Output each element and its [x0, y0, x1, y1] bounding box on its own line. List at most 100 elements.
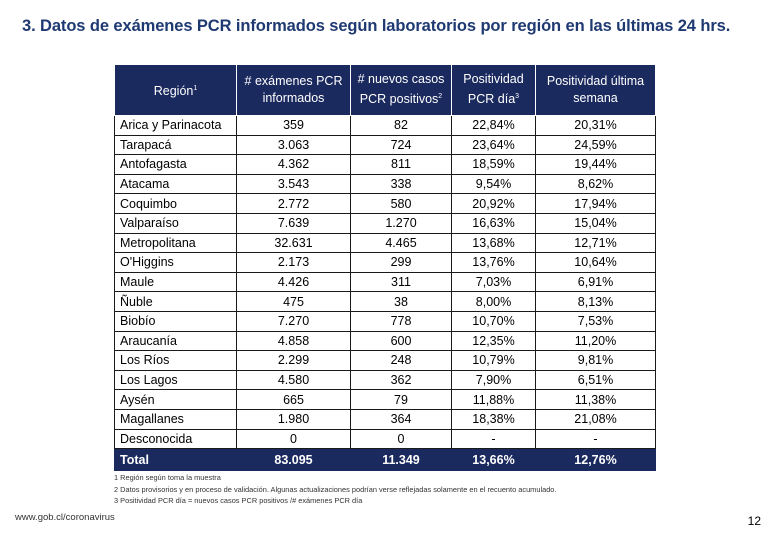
value-cell: 665 — [236, 389, 351, 410]
value-cell: 2.299 — [236, 350, 351, 371]
value-cell: 79 — [350, 389, 452, 410]
value-cell: 3.063 — [236, 134, 351, 156]
value-cell: 16,63% — [451, 212, 536, 234]
value-cell: 724 — [350, 134, 452, 156]
value-cell: 248 — [350, 350, 452, 371]
page-title: 3. Datos de exámenes PCR informados segú… — [22, 17, 731, 35]
value-cell: 0 — [350, 428, 452, 450]
region-cell: Atacama — [114, 173, 237, 195]
column-header-label: # nuevos casos PCR positivos — [357, 72, 445, 107]
region-cell: Aysén — [114, 389, 237, 410]
value-cell: 2.173 — [236, 252, 351, 273]
value-cell: 15,04% — [535, 212, 656, 234]
value-cell: 10,64% — [535, 252, 656, 273]
value-cell: 4.580 — [236, 369, 351, 391]
table-row: Biobío 7.270 778 10,70% 7,53% — [114, 310, 656, 332]
value-cell: 4.426 — [236, 271, 351, 293]
value-cell: 11,38% — [535, 389, 656, 410]
table-row: Los Lagos 4.580 362 7,90% 6,51% — [114, 369, 656, 391]
value-cell: 580 — [350, 193, 452, 214]
value-cell: 1.980 — [236, 408, 351, 430]
table-row: Los Ríos 2.299 248 10,79% 9,81% — [114, 350, 656, 371]
value-cell: 8,62% — [535, 173, 656, 195]
value-cell: 38 — [350, 291, 452, 312]
value-cell: 8,13% — [535, 291, 656, 312]
total-label: Total — [114, 448, 237, 472]
value-cell: 11,88% — [451, 389, 536, 410]
table-row: Valparaíso 7.639 1.270 16,63% 15,04% — [114, 212, 656, 234]
region-cell: Arica y Parinacota — [114, 115, 237, 136]
column-header-label: Positividad última semana — [546, 74, 645, 105]
table-row: Magallanes 1.980 364 18,38% 21,08% — [114, 408, 656, 430]
value-cell: 778 — [350, 310, 452, 332]
region-cell: Coquimbo — [114, 193, 237, 214]
value-cell: - — [535, 428, 656, 450]
region-cell: O'Higgins — [114, 252, 237, 273]
value-cell: 311 — [350, 271, 452, 293]
value-cell: 4.465 — [350, 232, 452, 254]
value-cell: 4.362 — [236, 154, 351, 175]
region-cell: Magallanes — [114, 408, 237, 430]
value-cell: 4.858 — [236, 330, 351, 352]
table-total: Total 83.095 11.349 13,66% 12,76% — [114, 448, 656, 472]
region-cell: Desconocida — [114, 428, 237, 450]
footnote-marker: 1 — [193, 84, 198, 92]
value-cell: 811 — [350, 154, 452, 175]
value-cell: 10,79% — [451, 350, 536, 371]
value-cell: 82 — [350, 115, 452, 136]
region-cell: Ñuble — [114, 291, 237, 312]
column-header-label: # exámenes PCR informados — [244, 74, 343, 105]
table-row: Tarapacá 3.063 724 23,64% 24,59% — [114, 134, 656, 156]
table-row: Atacama 3.543 338 9,54% 8,62% — [114, 173, 656, 195]
table-row: Arica y Parinacota 359 82 22,84% 20,31% — [114, 115, 656, 136]
value-cell: 362 — [350, 369, 452, 391]
page-number: 12 — [747, 514, 761, 528]
footnote-marker: 3 — [515, 93, 520, 101]
total-value: 12,76% — [535, 448, 656, 472]
footer-url: www.gob.cl/coronavirus — [15, 512, 115, 523]
value-cell: 20,31% — [535, 115, 656, 136]
value-cell: 13,68% — [451, 232, 536, 254]
value-cell: 6,51% — [535, 369, 656, 391]
region-cell: Metropolitana — [114, 232, 237, 254]
value-cell: 21,08% — [535, 408, 656, 430]
region-cell: Antofagasta — [114, 154, 237, 175]
footnote: 1 Región según toma la muestra — [114, 473, 221, 482]
value-cell: 10,70% — [451, 310, 536, 332]
value-cell: 23,64% — [451, 134, 536, 156]
column-header: Positividad última semana — [535, 64, 656, 116]
table-row: Aysén 665 79 11,88% 11,38% — [114, 389, 656, 410]
value-cell: 7,03% — [451, 271, 536, 293]
footnote: 3 Positividad PCR día = nuevos casos PCR… — [114, 496, 363, 506]
column-header: # nuevos casos PCR positivos2 — [350, 64, 452, 116]
table-row: Maule 4.426 311 7,03% 6,91% — [114, 271, 656, 293]
pcr-table: Región1 # exámenes PCR informados # nuevos… — [114, 64, 656, 472]
value-cell: 22,84% — [451, 115, 536, 136]
header-row: Región1 # exámenes PCR informados # nuevos… — [114, 64, 656, 116]
column-header: Región1 — [114, 64, 237, 116]
table-row: Metropolitana 32.631 4.465 13,68% 12,71% — [114, 232, 656, 254]
region-cell: Valparaíso — [114, 212, 237, 234]
value-cell: 364 — [350, 408, 452, 430]
value-cell: 7.270 — [236, 310, 351, 332]
value-cell: 3.543 — [236, 173, 351, 195]
value-cell: 1.270 — [350, 212, 452, 234]
value-cell: 12,71% — [535, 232, 656, 254]
value-cell: 11,20% — [535, 330, 656, 352]
value-cell: 7,90% — [451, 369, 536, 391]
table-row: O'Higgins 2.173 299 13,76% 10,64% — [114, 252, 656, 273]
total-value: 11.349 — [350, 448, 452, 472]
value-cell: 18,38% — [451, 408, 536, 430]
value-cell: 17,94% — [535, 193, 656, 214]
region-cell: Biobío — [114, 310, 237, 332]
table-body: Arica y Parinacota 359 82 22,84% 20,31% Tarap… — [114, 115, 656, 450]
value-cell: 32.631 — [236, 232, 351, 254]
total-row: Total 83.095 11.349 13,66% 12,76% — [114, 448, 656, 472]
column-header-label: Positividad PCR día — [463, 72, 524, 107]
footnotes: 1 Región según toma la muestra 2 Datos pr… — [114, 472, 556, 507]
value-cell: 0 — [236, 428, 351, 450]
value-cell: 9,54% — [451, 173, 536, 195]
value-cell: 12,35% — [451, 330, 536, 352]
region-cell: Los Ríos — [114, 350, 237, 371]
column-header: Positividad PCR día3 — [451, 64, 536, 116]
